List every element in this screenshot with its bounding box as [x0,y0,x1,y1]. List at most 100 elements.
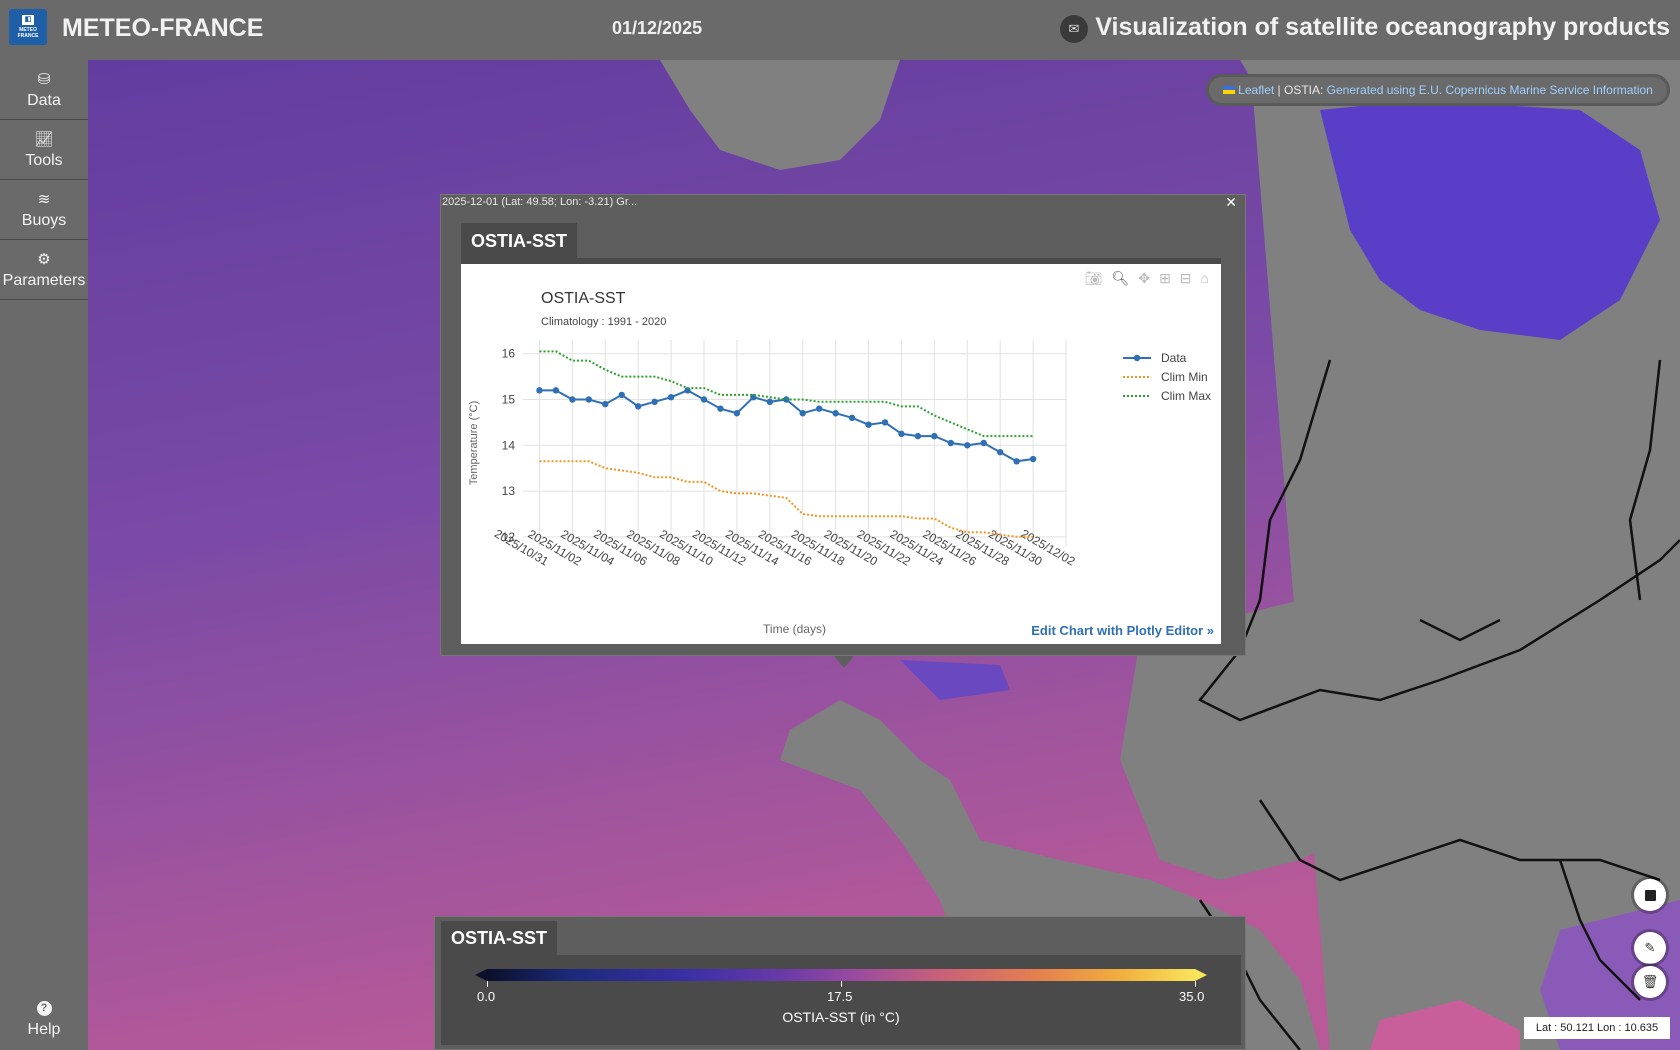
data-point [799,410,806,417]
edit-button[interactable]: ✎ [1634,932,1666,964]
chart-popup: 2025-12-01 (Lat: 49.58; Lon: -3.21) Gr..… [440,194,1246,656]
data-point [947,439,955,447]
colorbar-panel: OSTIA-SST 0.0 17.5 35.0 OSTIA-SST (in °C… [434,916,1246,1050]
colorbar-tick [841,981,842,987]
sidebar-item-label: Tools [25,151,63,169]
colorbar-mid-label: 17.5 [827,989,853,1004]
y-tick-label: 13 [502,484,516,498]
data-point [634,403,642,410]
line-chart-icon: 📈︎ [34,130,54,148]
sidebar: ⛁ Data 📈︎ Tools ≋ Buoys ⚙ Parameters ? H… [0,60,88,1050]
map-attribution: Leaflet | OSTIA: Generated using E.U. Co… [1206,74,1670,106]
y-tick-label: 12 [502,530,516,544]
home-icon[interactable]: ⌂ [1200,270,1209,286]
logo-text: METEO FRANCE [17,27,39,39]
close-icon[interactable]: ✕ [1225,194,1237,210]
leaflet-link[interactable]: Leaflet [1238,83,1275,97]
data-point [618,391,625,399]
series-line-clim-min [539,460,1034,538]
cursor-coordinates: Lat : 50.121 Lon : 10.635 [1524,1017,1670,1039]
ukraine-flag-icon [1223,86,1236,94]
data-point [898,430,905,438]
database-icon: ⛁ [37,70,51,88]
sidebar-item-parameters[interactable]: ⚙ Parameters [0,240,88,300]
data-point [717,405,724,412]
edit-chart-link[interactable]: Edit Chart with Plotly Editor » [1031,623,1214,638]
y-axis-label: Temperature (°C) [468,401,480,485]
colorbar-min-label: 0.0 [477,989,496,1004]
sidebar-item-data[interactable]: ⛁ Data [0,60,88,120]
data-point [766,398,774,405]
data-point [996,448,1004,456]
copernicus-link[interactable]: Generated using E.U. Copernicus Marine S… [1326,83,1653,97]
data-point [651,398,658,405]
waves-icon: ≋ [37,190,51,208]
data-point [552,387,560,394]
colorbar-title: OSTIA-SST (in °C) [782,1009,900,1025]
sidebar-item-buoys[interactable]: ≋ Buoys [0,180,88,240]
colorbar-tick [487,981,488,987]
data-point [931,432,938,440]
trash-icon: 🗑︎ [1641,974,1659,989]
help-icon: ? [36,1001,52,1016]
colorbar-min-arrow [475,969,487,981]
page-title: Visualization of satellite oceanography … [1095,13,1670,41]
data-point [585,396,593,403]
sidebar-help-label: Help [27,1021,61,1038]
camera-icon[interactable]: 📷︎ [1084,270,1103,286]
zoom-in-icon[interactable]: ⊞ [1159,270,1171,286]
data-point [848,414,856,422]
data-point [569,396,576,403]
colorbar-max-label: 35.0 [1179,989,1205,1004]
top-header: ◧ METEO FRANCE METEO-FRANCE 01/12/2025 ✉… [0,0,1680,60]
data-point [1029,455,1037,463]
data-point [700,396,708,403]
x-axis-label: Time (days) [763,622,826,636]
data-point [914,432,922,440]
data-point [667,394,675,401]
data-point [536,387,543,394]
meteo-france-logo[interactable]: ◧ METEO FRANCE [9,9,47,45]
zoom-icon[interactable]: 🔍︎ [1111,270,1130,286]
zoom-out-icon[interactable]: ⊟ [1179,270,1192,286]
legend-entry: Clim Min [1161,370,1208,384]
data-point [964,442,971,449]
data-point [815,405,823,412]
popup-tip [834,656,854,668]
gear-icon: ⚙ [37,250,51,268]
legend-marker [1133,354,1141,362]
colorbar-tick [1195,981,1196,987]
y-tick-label: 14 [502,438,516,452]
pan-icon[interactable]: ✥ [1138,270,1151,286]
data-point [733,410,741,417]
colorbar-gradient [487,969,1195,981]
tab-ostia-sst[interactable]: OSTIA-SST [461,223,578,259]
edit-icon: ✎ [1644,940,1656,955]
chart-svg[interactable]: 12131415162025/10/312025/11/022025/11/04… [461,264,1221,644]
current-date: 01/12/2025 [612,18,703,38]
sidebar-item-tools[interactable]: 📈︎ Tools [0,120,88,180]
delete-button[interactable]: 🗑︎ [1634,966,1666,998]
y-tick-label: 16 [502,347,516,361]
attribution-separator: | OSTIA: [1274,83,1327,97]
colorbar-max-arrow [1195,969,1207,981]
chart-title: OSTIA-SST [541,290,626,307]
sidebar-item-label: Buoys [21,211,67,229]
stop-button[interactable] [1634,879,1666,911]
colorbar-tab[interactable]: OSTIA-SST [441,921,558,955]
data-point [865,421,872,428]
sidebar-item-help[interactable]: ? Help [0,990,88,1050]
y-tick-label: 15 [502,393,516,407]
brand-name: METEO-FRANCE [62,14,264,42]
data-point [881,419,889,426]
data-point [832,410,839,417]
legend-entry: Clim Max [1161,389,1211,403]
series-line-clim-max [539,350,1034,438]
mail-icon[interactable]: ✉ [1060,15,1088,43]
chart-area[interactable]: 12 13 14 15 16 2025/10/31 2025/11/02 2025/11/04… [461,264,1221,644]
sidebar-item-label: Data [27,91,61,109]
chart-modebar: 📷︎ 🔍︎ ✥ ⊞ ⊟ ⌂ [1085,270,1209,287]
tab-bar [461,258,1221,268]
